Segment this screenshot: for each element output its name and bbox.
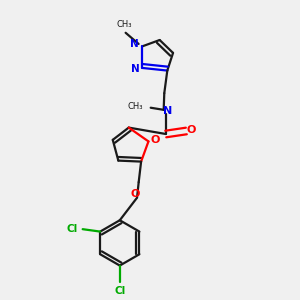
Text: O: O: [187, 125, 196, 135]
Text: CH₃: CH₃: [128, 102, 143, 111]
Text: Cl: Cl: [67, 224, 78, 234]
Text: CH₃: CH₃: [116, 20, 132, 29]
Text: N: N: [163, 106, 172, 116]
Text: O: O: [131, 189, 140, 199]
Text: N: N: [130, 39, 139, 49]
Text: O: O: [150, 135, 160, 145]
Text: N: N: [131, 64, 140, 74]
Text: Cl: Cl: [115, 286, 126, 296]
